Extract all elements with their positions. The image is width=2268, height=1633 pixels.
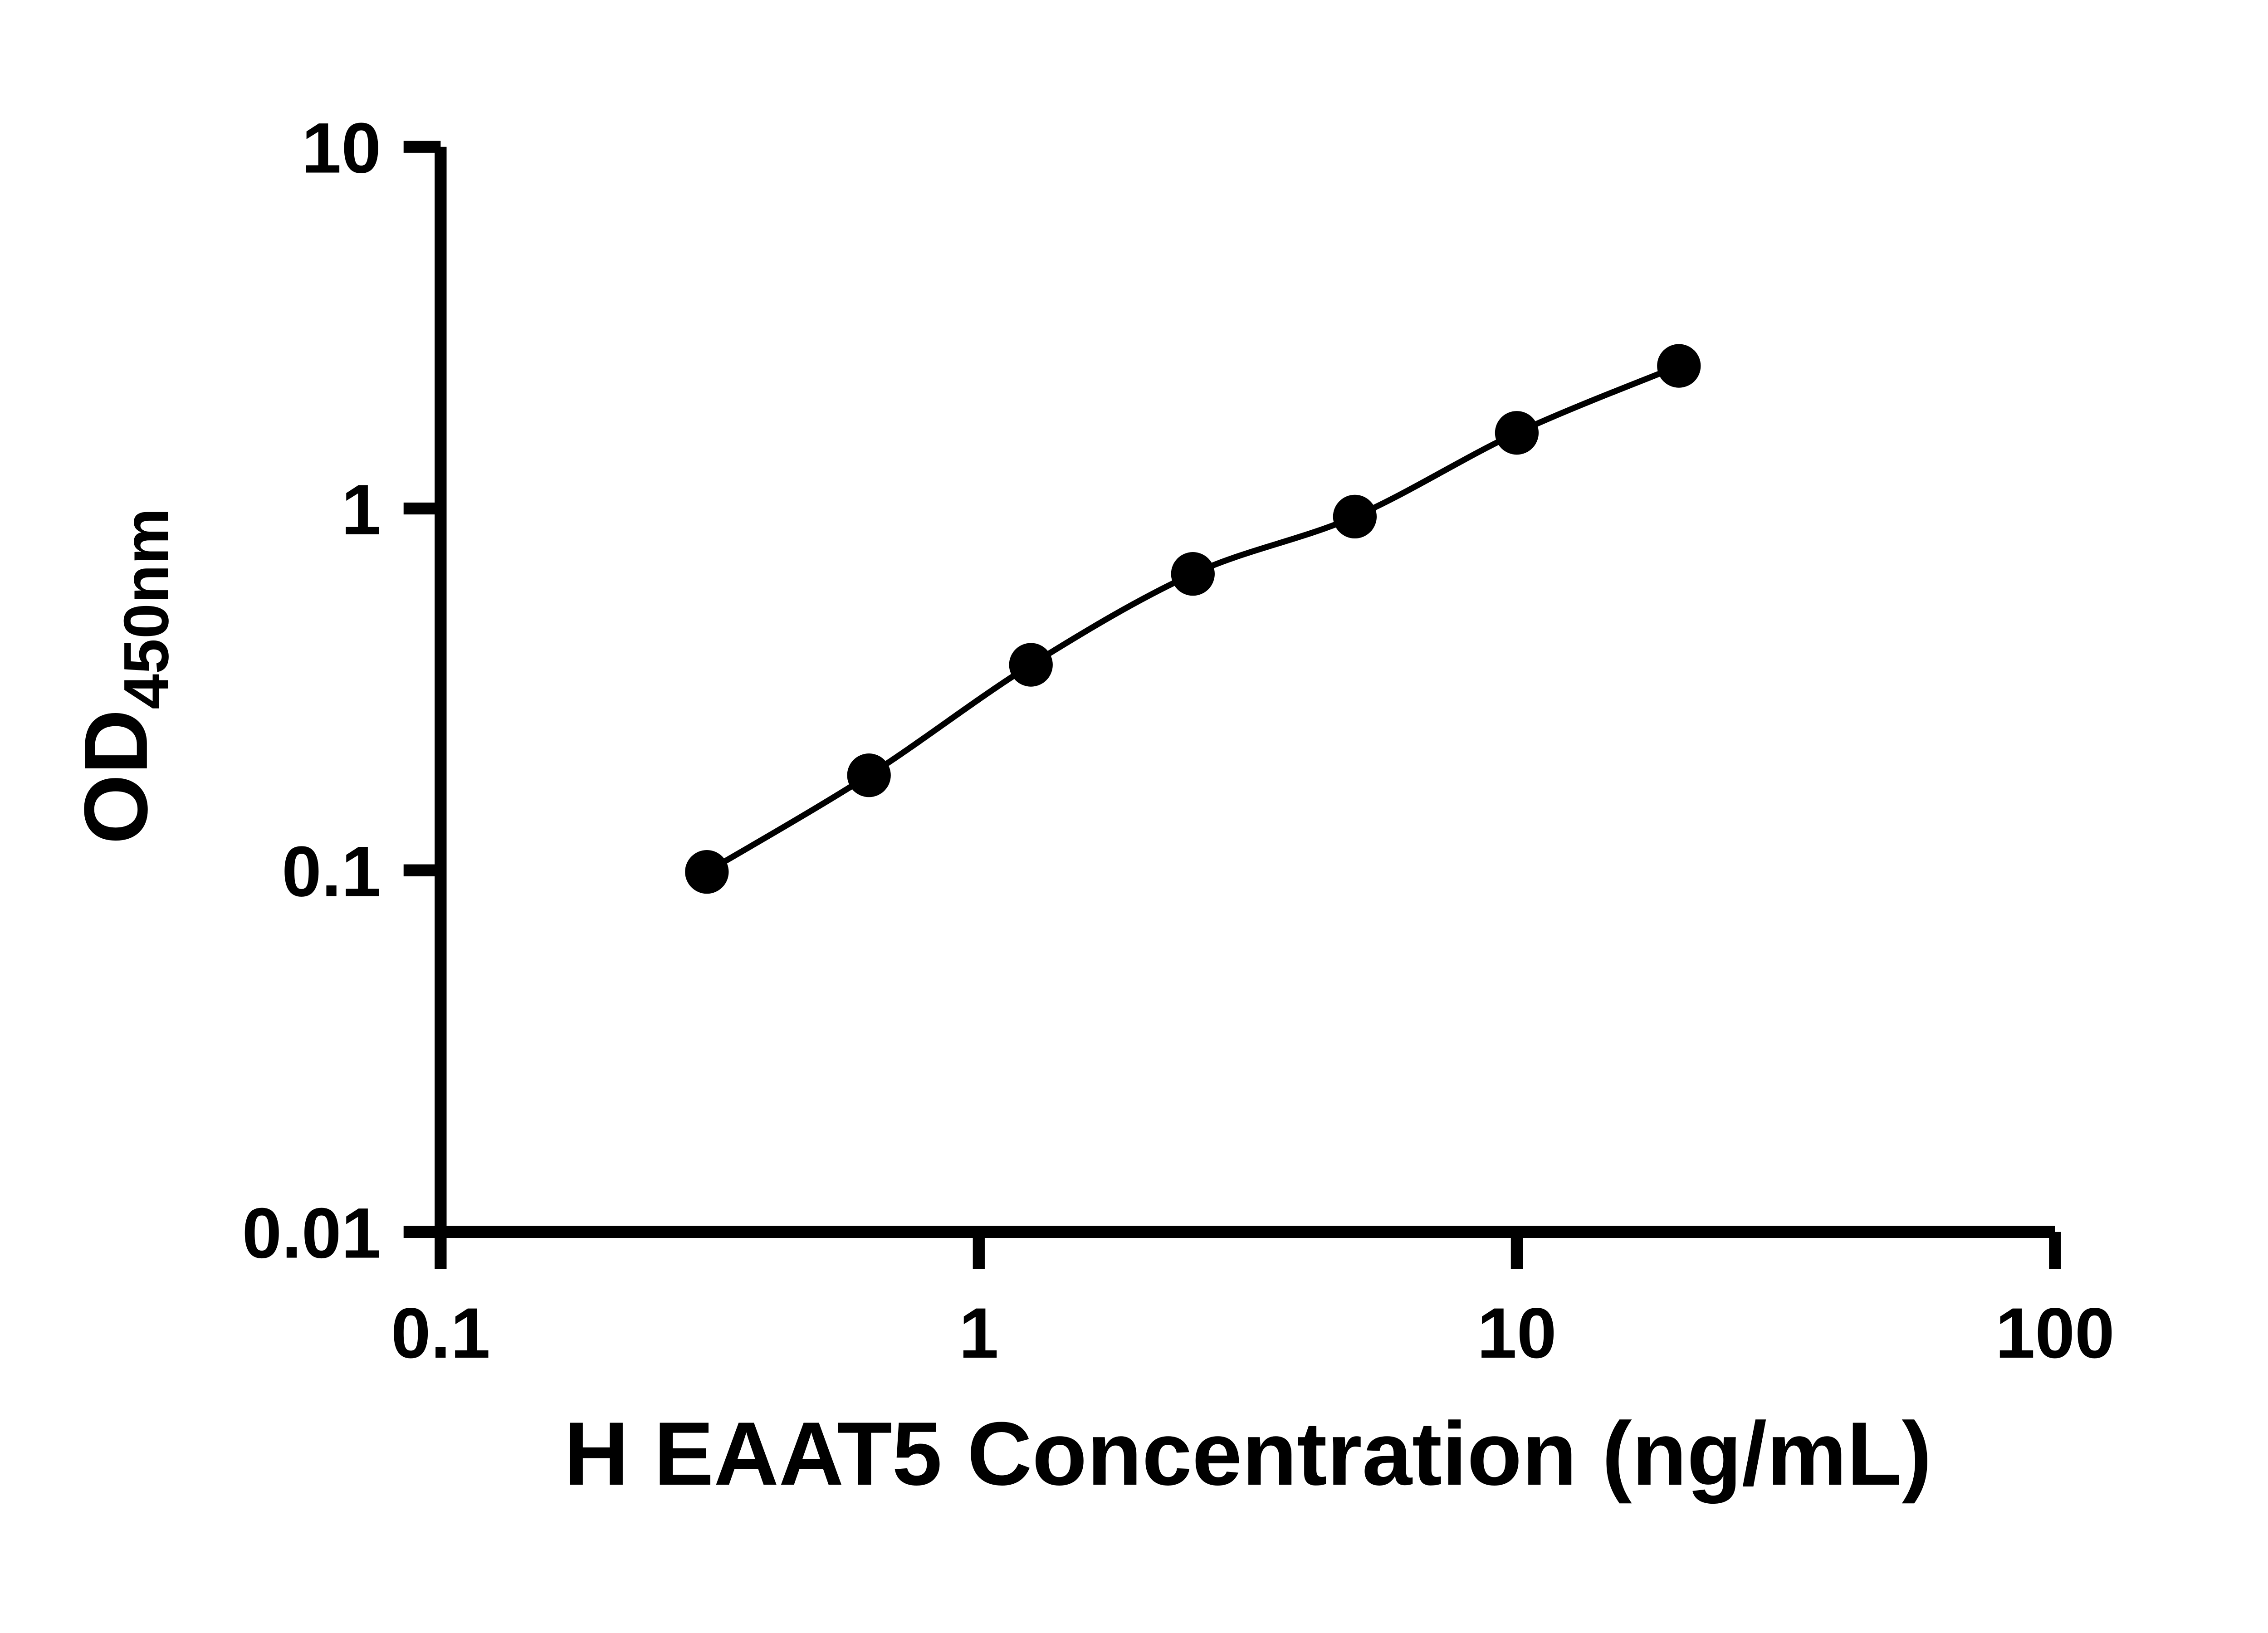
x-tick-label: 0.1 [391,1293,490,1373]
x-tick-label: 100 [1995,1293,2115,1373]
x-axis-title: H EAAT5 Concentration (ng/mL) [564,1403,1932,1504]
y-axis-title: OD450nm [66,508,182,844]
y-tick-label: 1 [342,470,381,550]
data-point [1009,643,1053,687]
elisa-standard-curve-figure: 0.01 0.1 1 10 0.1 1 10 100 H EAAT5 Concentratio… [65,108,2115,1505]
data-point [847,753,891,797]
y-axis-title-subscript: 450nm [110,508,181,709]
y-tick-label: 0.01 [242,1193,381,1273]
axes-frame [435,147,2055,1238]
y-tick-label: 0.1 [282,831,381,911]
data-point [685,850,729,894]
data-point [1171,552,1215,596]
x-tick-label: 10 [1477,1293,1556,1373]
data-point [1495,411,1539,455]
data-point [1333,494,1377,538]
data-point [1657,344,1701,388]
y-axis-title-main: OD [66,709,166,845]
y-tick-label: 10 [302,108,381,188]
x-tick-label: 1 [959,1293,999,1373]
